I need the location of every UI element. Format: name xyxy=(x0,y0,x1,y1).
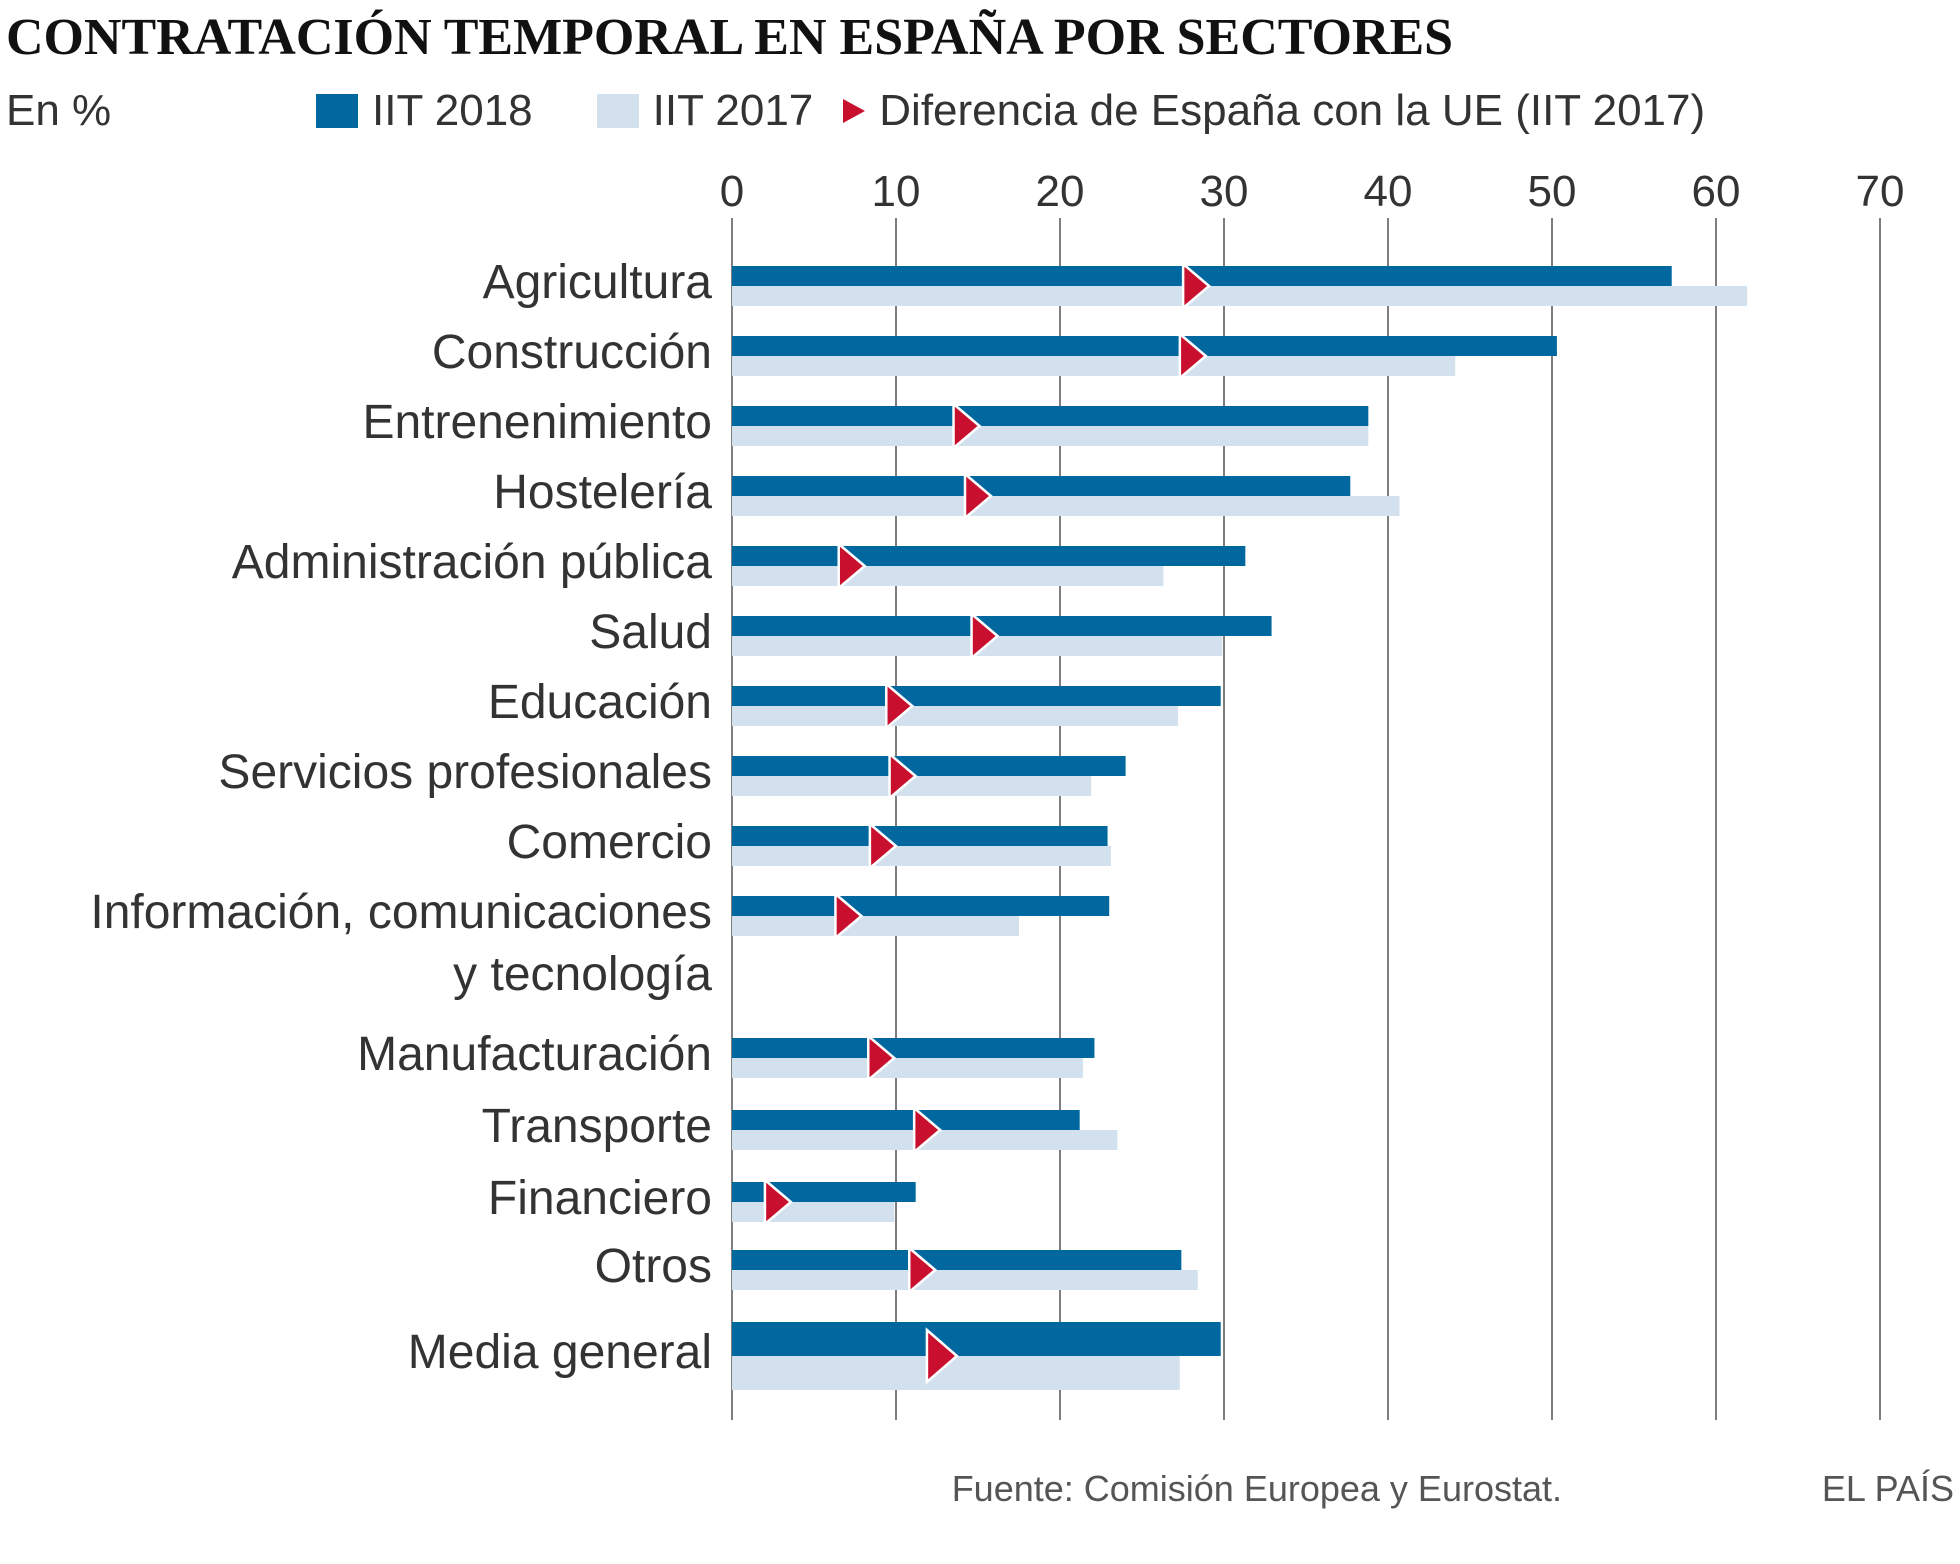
diff-marker xyxy=(907,1245,938,1295)
legend-item-2018: IIT 2018 xyxy=(316,86,533,136)
legend-label-diff: Diferencia de España con la UE (IIT 2017… xyxy=(879,86,1706,135)
category-label: y tecnología xyxy=(453,948,712,1001)
bar-2018 xyxy=(732,896,1110,916)
bar-2018 xyxy=(732,546,1246,566)
x-tick-label: 40 xyxy=(1364,170,1413,216)
diff-marker xyxy=(885,681,915,731)
bar-2018 xyxy=(732,406,1369,426)
x-tick-label: 60 xyxy=(1692,170,1741,216)
bar-2018 xyxy=(732,1038,1095,1058)
bar-2018 xyxy=(732,266,1672,286)
bar-2017 xyxy=(732,706,1179,726)
category-label: Comercio xyxy=(507,816,712,869)
legend-label-2017: IIT 2017 xyxy=(652,86,814,135)
bar-2017 xyxy=(732,1270,1198,1290)
diff-marker xyxy=(1178,331,1208,381)
bar-2017 xyxy=(732,1356,1180,1390)
legend-swatch-2017 xyxy=(596,94,639,128)
bar-2018 xyxy=(732,616,1272,636)
bar-2018 xyxy=(732,686,1221,706)
category-label: Media general xyxy=(408,1326,712,1379)
legend: IIT 2018 IIT 2017 Diferencia de España c… xyxy=(316,86,1735,136)
bar-2018 xyxy=(732,826,1108,846)
legend-label-2018: IIT 2018 xyxy=(372,86,533,135)
x-tick-label: 70 xyxy=(1856,170,1905,216)
legend-swatch-2018 xyxy=(316,94,358,128)
category-label: Agricultura xyxy=(483,256,713,309)
diff-marker xyxy=(868,821,898,871)
category-label: Financiero xyxy=(488,1172,712,1225)
bar-2017 xyxy=(732,356,1456,376)
diff-marker xyxy=(866,1033,897,1083)
bar-2017 xyxy=(732,846,1111,866)
category-label: Salud xyxy=(589,606,712,659)
bar-2018 xyxy=(732,1110,1080,1130)
bar-2018 xyxy=(732,1250,1182,1270)
bar-2018 xyxy=(732,1322,1221,1356)
category-label: Educación xyxy=(488,676,712,729)
bar-chart: 0 10 20 30 40 50 60 70 Agricultura Construcción En… xyxy=(90,170,1905,1420)
unit-label: En % xyxy=(6,86,112,135)
diff-marker xyxy=(763,1177,793,1227)
bar-2018 xyxy=(732,336,1557,356)
x-tick-label: 0 xyxy=(720,170,744,216)
category-label: Hostelería xyxy=(493,466,712,519)
diff-marker xyxy=(888,751,918,801)
legend-item-diff: Diferencia de España con la UE (IIT 2017… xyxy=(843,86,1705,136)
bar-2017 xyxy=(732,1202,895,1222)
bar-2017 xyxy=(732,426,1369,446)
category-label: Construcción xyxy=(432,326,712,379)
source-note: Fuente: Comisión Europea y Eurostat. xyxy=(951,1468,1562,1509)
bar-2017 xyxy=(732,916,1019,936)
category-label: Administración pública xyxy=(232,536,713,589)
chart-title: CONTRATACIÓN TEMPORAL EN ESPAÑA POR SECT… xyxy=(6,9,1454,66)
bar-2017 xyxy=(732,776,1092,796)
bar-2017 xyxy=(732,566,1164,586)
category-label: Otros xyxy=(595,1240,712,1293)
bar-2017 xyxy=(732,1058,1083,1078)
diff-marker xyxy=(963,471,993,521)
x-tick-label: 20 xyxy=(1036,170,1085,216)
category-label: Manufacturación xyxy=(357,1028,712,1081)
category-label: Servicios profesionales xyxy=(218,746,712,799)
brand-label: EL PAÍS xyxy=(1821,1468,1954,1509)
diff-marker xyxy=(837,541,867,591)
x-tick-label: 10 xyxy=(872,170,921,216)
diff-marker xyxy=(912,1105,943,1155)
category-label: Transporte xyxy=(482,1100,712,1153)
bar-2018 xyxy=(732,476,1351,496)
x-tick-label: 50 xyxy=(1528,170,1577,216)
diff-marker xyxy=(970,611,1000,661)
bar-2017 xyxy=(732,496,1400,516)
bar-2017 xyxy=(732,286,1748,306)
legend-item-2017: IIT 2017 xyxy=(596,86,814,136)
bar-2018 xyxy=(732,1182,916,1202)
diff-marker xyxy=(834,891,864,941)
x-tick-label: 30 xyxy=(1200,170,1249,216)
category-label: Información, comunicaciones xyxy=(90,886,712,939)
bar-2018 xyxy=(732,756,1126,776)
category-label: Entrenenimiento xyxy=(362,396,712,449)
diff-marker xyxy=(925,1327,959,1385)
diff-marker xyxy=(952,401,982,451)
diff-marker xyxy=(1181,261,1212,311)
legend-triangle-icon xyxy=(843,99,866,123)
